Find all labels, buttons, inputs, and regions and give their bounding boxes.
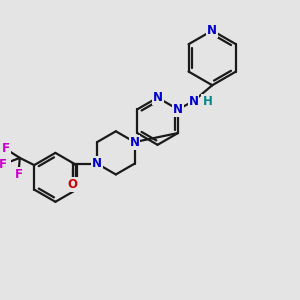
Text: N: N	[189, 94, 199, 108]
Text: N: N	[153, 91, 163, 104]
Text: O: O	[68, 178, 78, 191]
Text: N: N	[92, 157, 102, 170]
Text: N: N	[173, 103, 183, 116]
Text: N: N	[207, 24, 217, 37]
Text: N: N	[130, 136, 140, 148]
Text: F: F	[14, 168, 22, 181]
Text: F: F	[0, 158, 7, 171]
Text: H: H	[202, 94, 212, 108]
Text: F: F	[2, 142, 9, 155]
